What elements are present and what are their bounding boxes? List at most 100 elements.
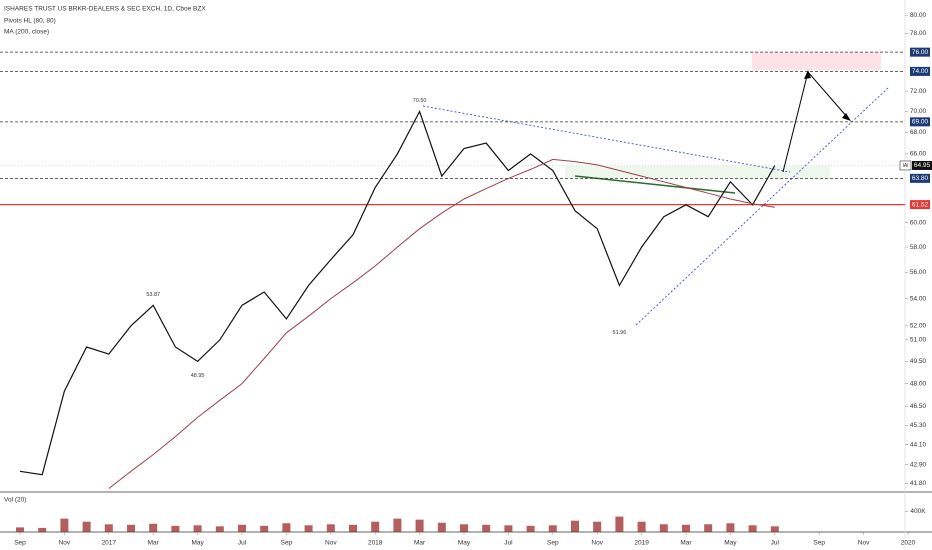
volume-bar — [149, 523, 158, 532]
x-tick-label: Sep — [813, 540, 825, 547]
level-label: 74.00 — [912, 68, 929, 75]
pivot-label: 48.95 — [191, 373, 205, 379]
volume-bar — [60, 518, 69, 532]
y-tick-label: 56.00 — [910, 269, 927, 276]
volume-bar — [770, 526, 779, 532]
price-line — [108, 158, 775, 489]
y-tick-label: 45.30 — [910, 422, 927, 429]
last-price-tag — [912, 160, 932, 170]
x-tick-label: Jul — [238, 540, 247, 547]
volume-bar — [393, 518, 402, 532]
volume-bar — [16, 527, 24, 532]
y-tick-label: 51.00 — [910, 337, 927, 344]
level-label: 76.00 — [912, 49, 929, 56]
volume-bar — [326, 524, 335, 532]
level-label: 63.80 — [912, 175, 929, 182]
trendline — [635, 87, 889, 326]
x-tick-label: Sep — [14, 540, 26, 547]
volume-bar — [704, 524, 713, 532]
x-tick-label: 2020 — [901, 540, 916, 547]
volume-bar — [215, 526, 224, 532]
y-tick-label: 54.00 — [910, 295, 927, 302]
volume-bar — [82, 521, 91, 532]
volume-bar — [437, 522, 446, 532]
y-tick-label: 48.00 — [910, 380, 927, 387]
x-tick-label: 2018 — [368, 540, 383, 547]
x-tick-label: Jul — [504, 540, 513, 547]
neckline — [574, 175, 736, 194]
volume-bar — [260, 525, 269, 532]
level-label: 61.52 — [912, 201, 929, 208]
volume-bar — [104, 524, 113, 532]
volume-bar — [415, 519, 424, 532]
x-tick-label: May — [724, 540, 737, 547]
volume-bar — [593, 521, 602, 532]
volume-bar — [349, 524, 357, 532]
y-tick-label: 42.90 — [910, 461, 927, 468]
x-tick-label: 2017 — [102, 540, 117, 547]
volume-bar — [748, 525, 757, 532]
volume-bar — [726, 523, 735, 532]
y-tick-label: 41.80 — [910, 480, 927, 487]
x-tick-label: Mar — [680, 540, 692, 547]
target-zone — [752, 52, 881, 70]
volume-bar — [548, 525, 557, 532]
y-tick-label: 44.10 — [910, 441, 927, 448]
volume-bar — [371, 521, 380, 532]
last-price-label: 64.95 — [914, 162, 931, 169]
chart-title: ISHARES TRUST US BRKR-DEALERS & SEC EXCH… — [4, 6, 206, 13]
volume-bar — [526, 525, 535, 532]
y-tick-label: 78.00 — [910, 30, 927, 37]
support-zone — [565, 166, 830, 178]
x-tick-label: Sep — [281, 540, 293, 547]
pivot-label: 51.96 — [613, 330, 627, 336]
level-tag — [910, 117, 930, 127]
x-tick-label: 2019 — [634, 540, 649, 547]
x-tick-label: May — [458, 540, 471, 547]
level-tag — [910, 200, 930, 210]
y-tick-label: 60.00 — [910, 219, 927, 226]
x-tick-label: Nov — [59, 540, 71, 547]
pivot-label: 70.50 — [413, 98, 427, 104]
volume-bar — [504, 525, 513, 532]
y-tick-label: 52.00 — [910, 323, 927, 330]
volume-tick-label: 400K — [910, 508, 926, 515]
volume-bar — [238, 524, 246, 532]
x-tick-label: Nov — [591, 540, 603, 547]
y-tick-label: 49.50 — [910, 358, 927, 365]
y-tick-label: 72.00 — [910, 88, 927, 95]
volume-bar — [282, 523, 291, 532]
volume-bar — [682, 524, 690, 532]
volume-bar — [127, 524, 135, 532]
volume-bar — [571, 520, 579, 532]
level-tag — [910, 47, 930, 57]
y-tick-label: 70.00 — [910, 108, 927, 115]
y-tick-label: 58.00 — [910, 244, 927, 251]
price-line — [19, 109, 776, 476]
arrow-head — [804, 70, 811, 79]
x-tick-label: Mar — [148, 540, 160, 547]
indicator-label: Pivots HL (80, 80) — [4, 18, 56, 25]
volume-bar — [304, 525, 313, 532]
volume-bar — [193, 525, 202, 532]
indicator-label: MA (200, close) — [4, 29, 49, 36]
volume-bar — [460, 524, 468, 532]
volume-bar — [171, 525, 180, 532]
y-tick-label: 68.00 — [910, 129, 927, 136]
x-tick-label: Jul — [771, 540, 780, 547]
volume-bar — [615, 516, 624, 532]
volume-bar — [659, 524, 668, 532]
volume-bar — [637, 521, 646, 532]
x-tick-label: Sep — [547, 540, 559, 547]
x-tick-label: Nov — [858, 540, 870, 547]
pivot-label: 53.87 — [146, 292, 160, 298]
x-tick-label: Mar — [414, 540, 426, 547]
symbol-label: IAI — [902, 163, 908, 169]
level-tag — [910, 66, 930, 76]
x-tick-label: Nov — [325, 540, 337, 547]
volume-bar — [482, 524, 491, 532]
volume-bar — [38, 527, 47, 532]
level-label: 69.00 — [912, 119, 929, 126]
